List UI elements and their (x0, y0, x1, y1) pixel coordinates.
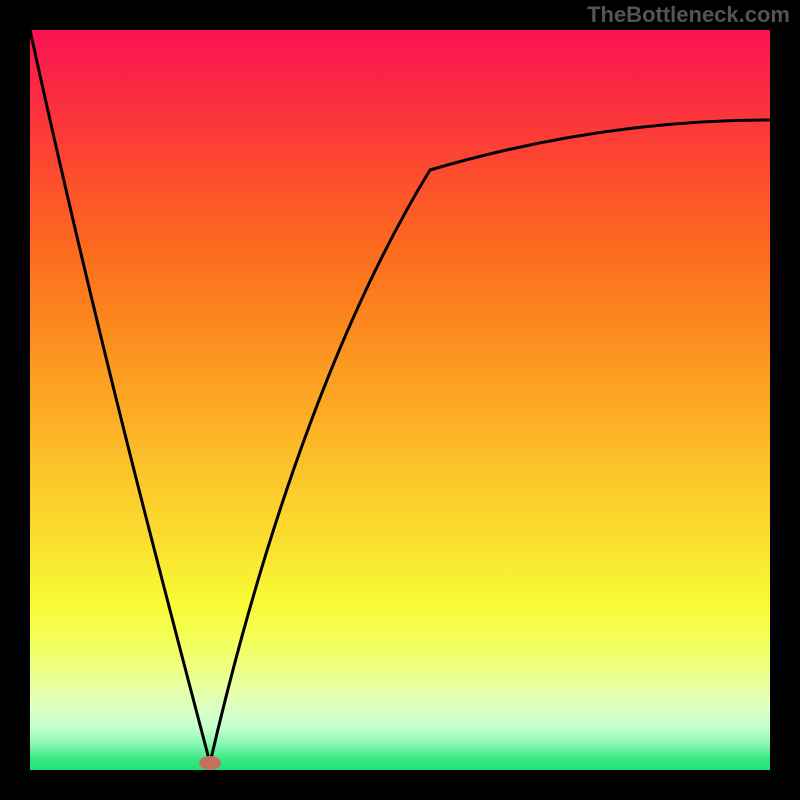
bottleneck-chart (0, 0, 800, 800)
chart-container: TheBottleneck.com (0, 0, 800, 800)
watermark-text: TheBottleneck.com (587, 2, 790, 28)
optimal-point-marker (199, 756, 221, 770)
plot-area (30, 30, 770, 770)
